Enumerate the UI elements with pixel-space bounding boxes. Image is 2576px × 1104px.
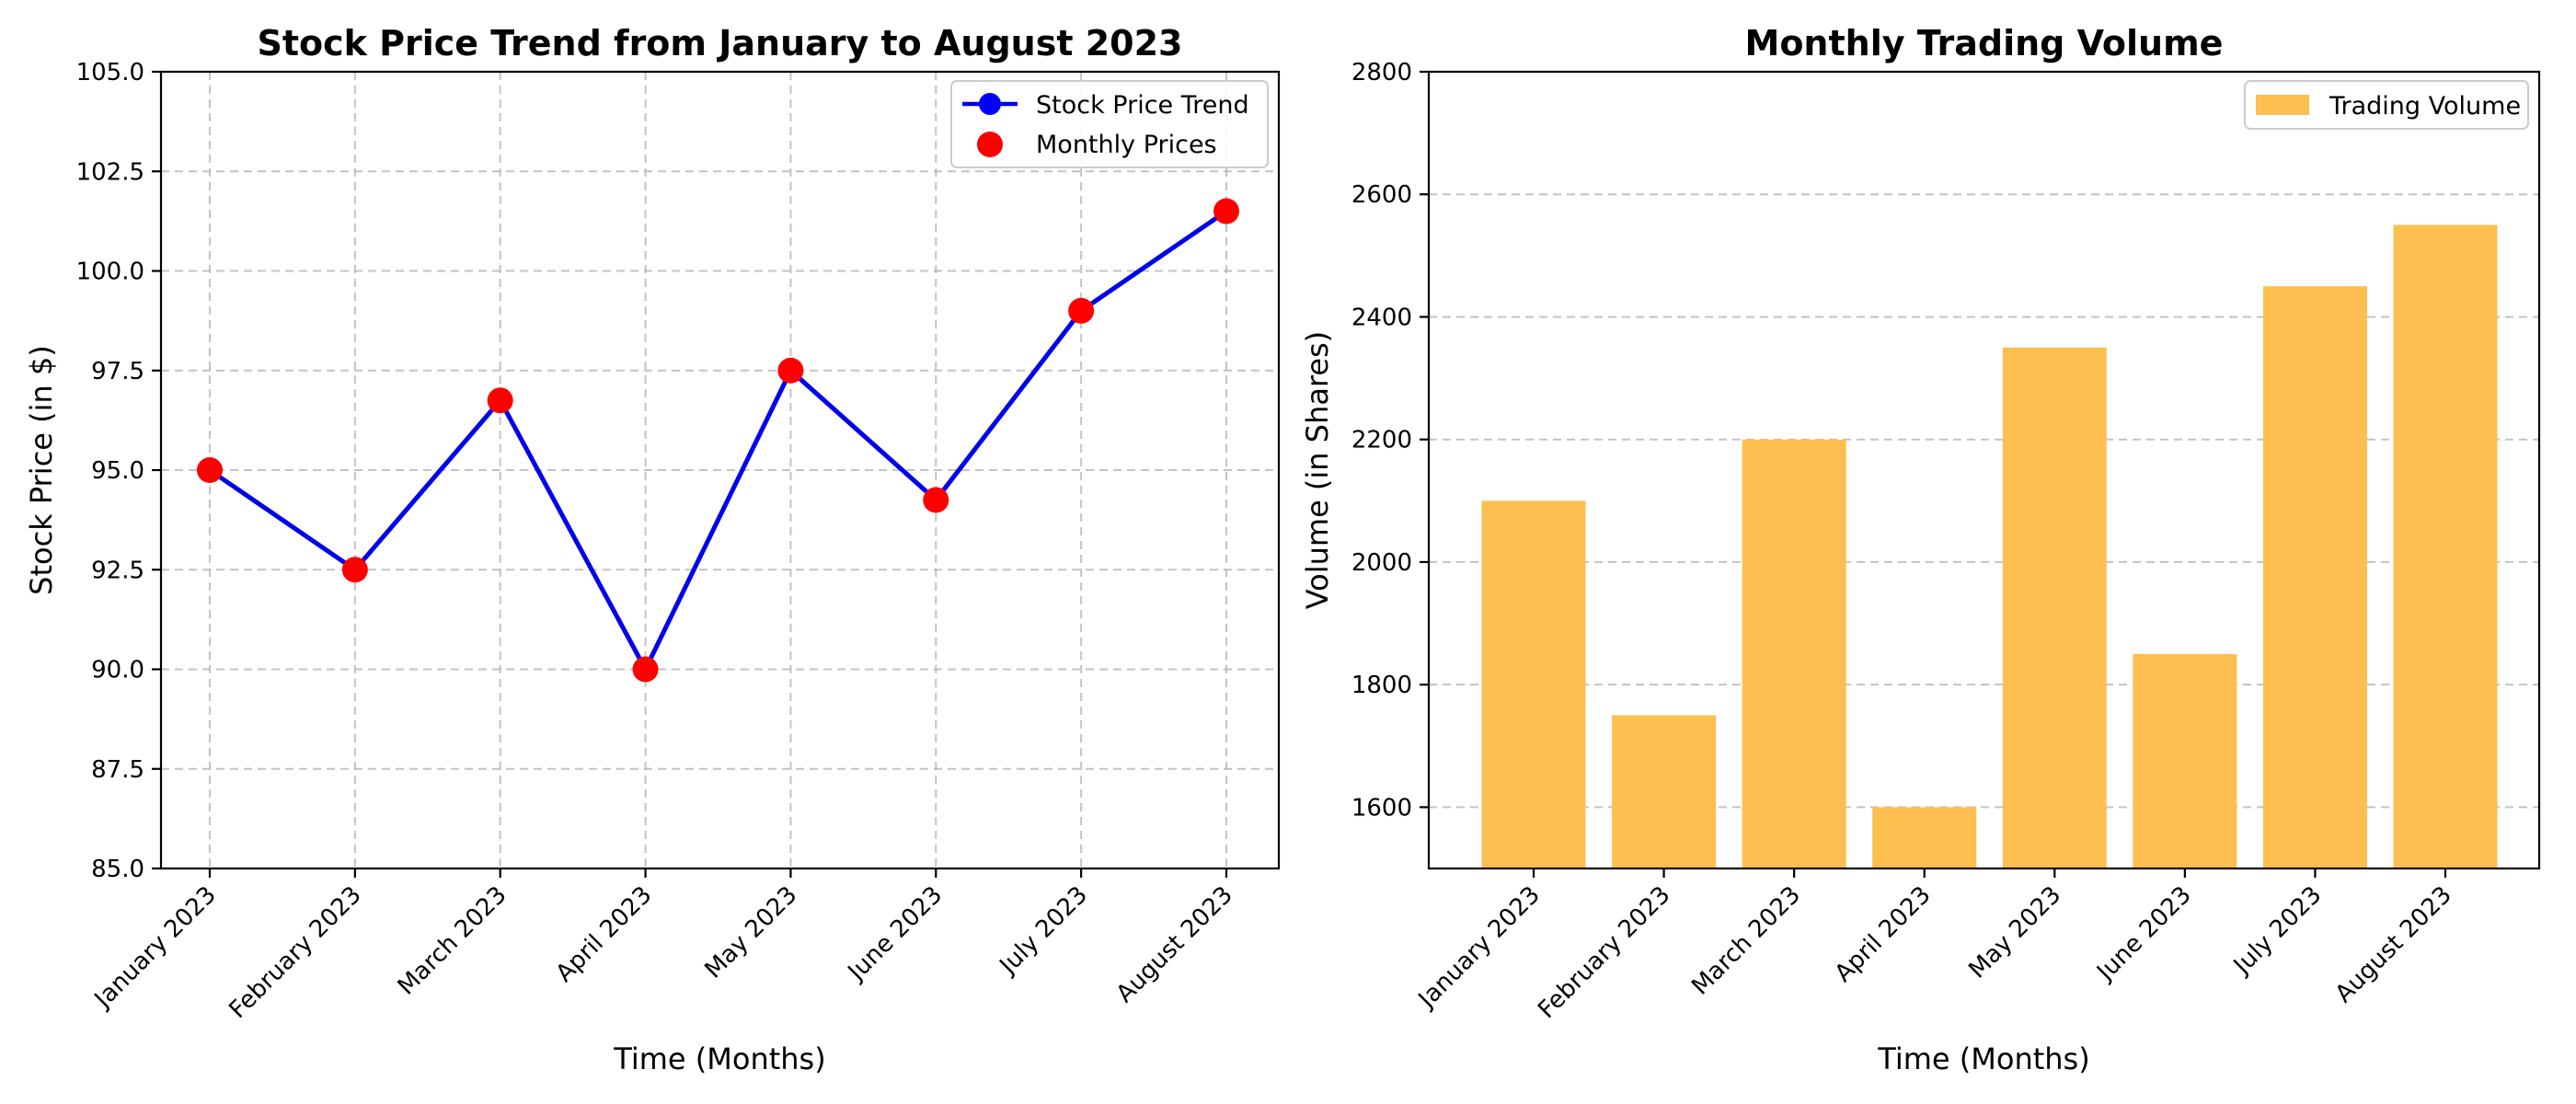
legend: Stock Price Trend Monthly Prices	[950, 80, 1269, 168]
x-tick-label-july-2023: July 2023	[2227, 881, 2327, 981]
y-tick-label: 102.5	[76, 158, 144, 186]
y-axis: 85.0 87.5 90.0 92.5 95.0 97.5 100.0 102.5 105.0	[76, 59, 161, 883]
legend-frame	[2244, 80, 2529, 130]
x-tick-label-june-2023: June 2023	[842, 881, 948, 987]
legend-label-trading-volume: Trading Volume	[2329, 92, 2521, 121]
x-tick-label-january-2023: January 2023	[1412, 881, 1546, 1015]
grid	[1429, 71, 2539, 809]
y-tick-label: 90.0	[91, 657, 144, 684]
x-tick-label-july-2023: July 2023	[994, 881, 1093, 981]
y-tick-label: 2400	[1351, 304, 1412, 331]
series-line-stock-price-trend	[208, 209, 1228, 672]
x-tick-label-may-2023: May 2023	[700, 881, 803, 984]
y-tick-label: 92.5	[91, 557, 144, 584]
legend-label-monthly-prices: Monthly Prices	[1036, 131, 1217, 159]
chart-title: Stock Price Trend from January to August…	[257, 23, 1182, 63]
bar-january-2023	[1481, 500, 1586, 868]
legend-line-marker	[979, 93, 1001, 115]
scatter-point-february-2023	[341, 557, 368, 583]
x-tick-label-april-2023: April 2023	[1830, 881, 1937, 988]
scatter-point-april-2023	[632, 656, 659, 683]
x-tick-label-march-2023: March 2023	[1686, 881, 1806, 1001]
y-tick-label: 95.0	[91, 457, 144, 485]
x-tick-label-february-2023: February 2023	[224, 881, 366, 1024]
y-axis: 1600 1800 2000 2200 2400 2600 2800	[1351, 59, 1429, 822]
x-tick-label-august-2023: August 2023	[2330, 881, 2457, 1008]
x-tick-label-august-2023: August 2023	[1111, 881, 1238, 1008]
y-axis-label: Stock Price (in $)	[24, 345, 59, 595]
plot-frame	[1427, 70, 2541, 870]
x-tick-label-may-2023: May 2023	[1963, 881, 2066, 984]
y-tick-label: 100.0	[76, 259, 144, 286]
trading-volume-chart: 1600 1800 2000 2200 2400 2600 2800 January 202…	[1300, 23, 2541, 1076]
y-tick-label: 2000	[1351, 549, 1412, 577]
chart-title: Monthly Trading Volume	[1745, 23, 2224, 63]
y-tick-label: 97.5	[91, 358, 144, 385]
bar-march-2023	[1742, 439, 1846, 868]
scatter-point-august-2023	[1213, 198, 1239, 224]
y-axis-label: Volume (in Shares)	[1300, 331, 1335, 610]
legend-bar-swatch	[2256, 95, 2309, 115]
x-tick-label-march-2023: March 2023	[393, 881, 512, 1001]
scatter-point-january-2023	[197, 457, 223, 483]
bar-may-2023	[2002, 347, 2107, 868]
x-tick-label-june-2023: June 2023	[2091, 881, 2197, 987]
y-tick-label: 105.0	[76, 59, 144, 86]
plot-area	[197, 198, 1239, 683]
x-axis-label: Time (Months)	[1877, 1041, 2089, 1076]
plot-area	[1481, 224, 2498, 869]
y-tick-label: 1800	[1351, 672, 1412, 699]
y-tick-label: 2200	[1351, 427, 1412, 454]
grid	[161, 71, 1279, 869]
x-tick-label-february-2023: February 2023	[1533, 881, 1675, 1024]
scatter-point-may-2023	[777, 357, 804, 384]
x-tick-label-january-2023: January 2023	[88, 881, 222, 1015]
x-tick-label-april-2023: April 2023	[551, 881, 658, 988]
bar-july-2023	[2262, 286, 2367, 869]
legend-frame	[950, 80, 1269, 168]
bar-april-2023	[1872, 807, 1977, 868]
x-axis-label: Time (Months)	[613, 1041, 825, 1076]
scatter-point-july-2023	[1068, 297, 1095, 324]
y-tick-label: 85.0	[91, 856, 144, 883]
y-tick-label: 87.5	[91, 756, 144, 784]
legend-label-stock-price-trend: Stock Price Trend	[1036, 91, 1249, 120]
legend: Trading Volume	[2244, 80, 2529, 130]
y-tick-label: 1600	[1351, 794, 1412, 822]
scatter-point-march-2023	[487, 387, 513, 414]
stock-price-chart: 85.087.590.092.595.097.5100.0102.5105.0 …	[24, 23, 1281, 1076]
y-tick-label: 2600	[1351, 181, 1412, 209]
bar-february-2023	[1612, 715, 1717, 868]
bar-june-2023	[2133, 653, 2237, 868]
legend-scatter-marker	[977, 132, 1003, 157]
bar-august-2023	[2393, 224, 2498, 869]
scatter-point-june-2023	[923, 487, 949, 513]
y-tick-label: 2800	[1351, 59, 1412, 86]
